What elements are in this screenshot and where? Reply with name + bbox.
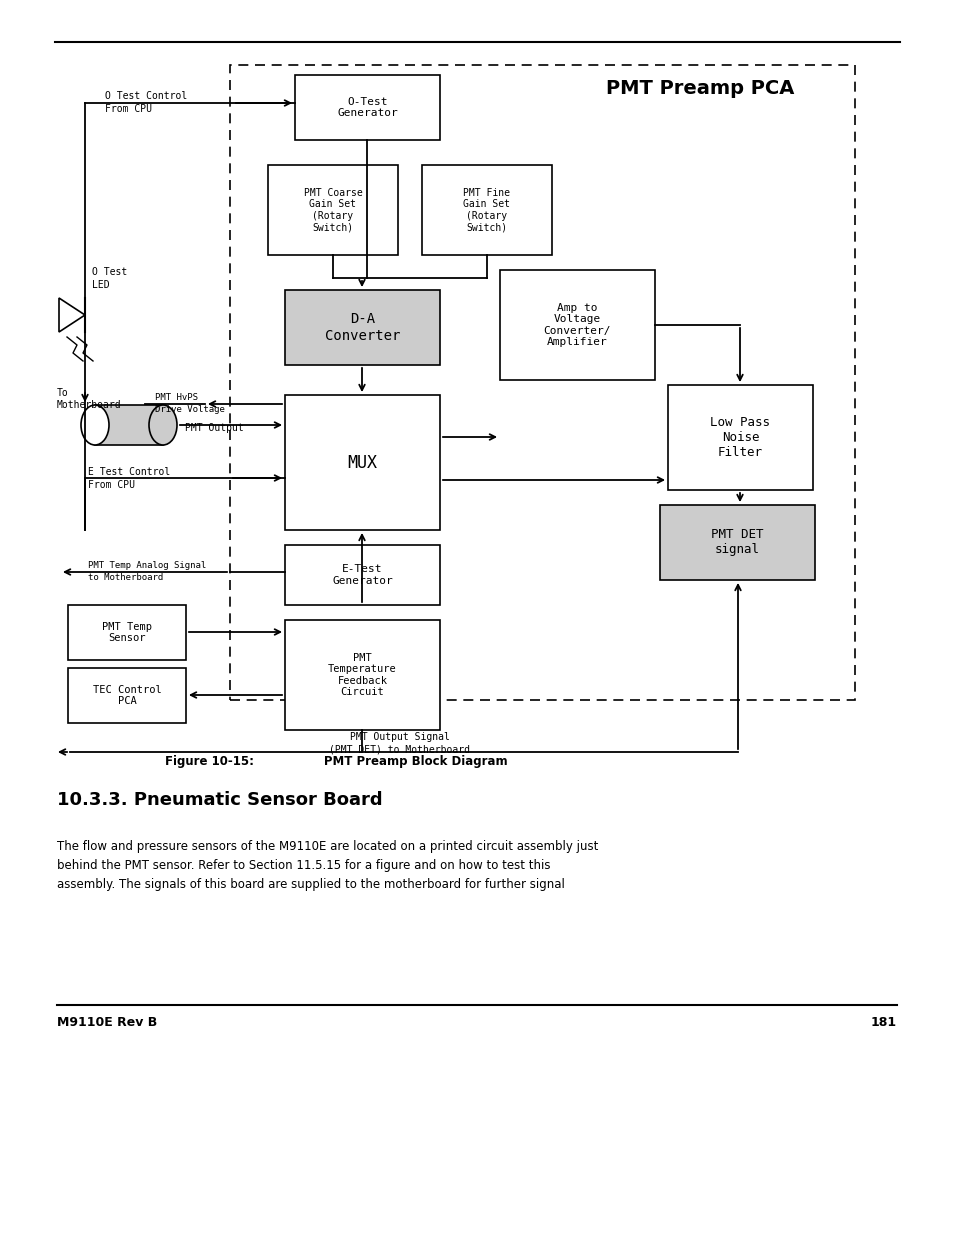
Bar xyxy=(230,65,854,700)
Text: Low Pass
Noise
Filter: Low Pass Noise Filter xyxy=(710,416,770,459)
Text: PMT DET
signal: PMT DET signal xyxy=(711,529,763,557)
Bar xyxy=(68,605,186,659)
Text: Amp to
Voltage
Converter/
Amplifier: Amp to Voltage Converter/ Amplifier xyxy=(543,303,611,347)
Text: PMT Preamp PCA: PMT Preamp PCA xyxy=(605,79,793,98)
Bar xyxy=(659,505,814,580)
Text: The flow and pressure sensors of the M9110E are located on a printed circuit ass: The flow and pressure sensors of the M91… xyxy=(57,840,598,890)
Text: Motherboard: Motherboard xyxy=(57,400,121,410)
Bar xyxy=(285,545,439,605)
Bar xyxy=(667,385,812,490)
Text: PMT Coarse
Gain Set
(Rotary
Switch): PMT Coarse Gain Set (Rotary Switch) xyxy=(303,188,362,232)
Text: PMT Temp Analog Signal: PMT Temp Analog Signal xyxy=(88,561,206,569)
Text: MUX: MUX xyxy=(347,453,377,472)
Text: Drive Voltage: Drive Voltage xyxy=(154,405,225,415)
Bar xyxy=(68,668,186,722)
Bar xyxy=(421,165,552,254)
Text: 10.3.3. Pneumatic Sensor Board: 10.3.3. Pneumatic Sensor Board xyxy=(57,790,382,809)
Polygon shape xyxy=(59,298,85,332)
Text: O-Test
Generator: O-Test Generator xyxy=(336,96,397,119)
Bar xyxy=(285,620,439,730)
Bar xyxy=(95,405,163,445)
Bar xyxy=(285,395,439,530)
Text: TEC Control
PCA: TEC Control PCA xyxy=(92,684,161,706)
Text: PMT Preamp Block Diagram: PMT Preamp Block Diagram xyxy=(294,756,507,768)
Text: E-Test
Generator: E-Test Generator xyxy=(332,564,393,585)
Ellipse shape xyxy=(81,405,109,445)
Text: PMT
Temperature
Feedback
Circuit: PMT Temperature Feedback Circuit xyxy=(328,652,396,698)
Bar xyxy=(294,75,439,140)
Bar xyxy=(285,290,439,366)
Text: PMT Output Signal: PMT Output Signal xyxy=(350,732,450,742)
Text: O Test: O Test xyxy=(91,267,127,277)
Text: (PMT DET) to Motherboard: (PMT DET) to Motherboard xyxy=(329,745,470,755)
Text: From CPU: From CPU xyxy=(88,480,135,490)
Text: to Motherboard: to Motherboard xyxy=(88,573,163,583)
Bar xyxy=(268,165,397,254)
Bar xyxy=(499,270,655,380)
Text: 181: 181 xyxy=(870,1015,896,1029)
Text: O Test Control: O Test Control xyxy=(105,91,187,101)
Text: PMT Fine
Gain Set
(Rotary
Switch): PMT Fine Gain Set (Rotary Switch) xyxy=(463,188,510,232)
Ellipse shape xyxy=(149,405,177,445)
Text: PMT HvPS: PMT HvPS xyxy=(154,394,198,403)
Text: D-A
Converter: D-A Converter xyxy=(324,312,399,342)
Text: LED: LED xyxy=(91,280,110,290)
Text: To: To xyxy=(57,388,69,398)
Text: PMT Output: PMT Output xyxy=(185,424,244,433)
Text: E Test Control: E Test Control xyxy=(88,467,170,477)
Text: Figure 10-15:: Figure 10-15: xyxy=(165,756,253,768)
Text: From CPU: From CPU xyxy=(105,104,152,114)
Text: PMT Temp
Sensor: PMT Temp Sensor xyxy=(102,621,152,643)
Text: M9110E Rev B: M9110E Rev B xyxy=(57,1015,157,1029)
